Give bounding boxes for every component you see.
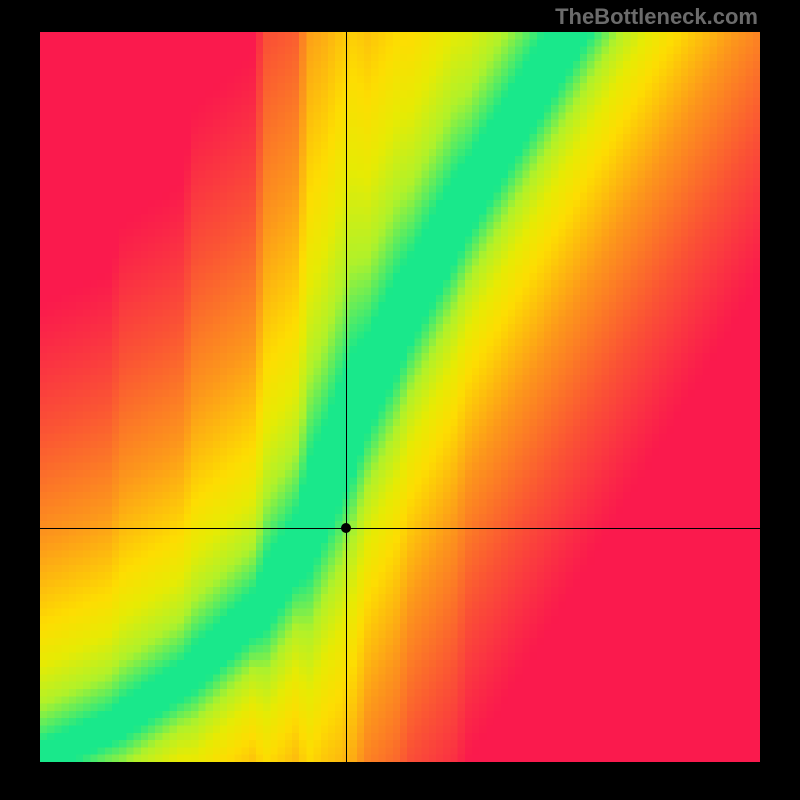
crosshair-horizontal (40, 528, 760, 529)
bottleneck-heatmap (40, 32, 760, 762)
watermark-text: TheBottleneck.com (555, 4, 758, 30)
crosshair-vertical (346, 32, 347, 762)
